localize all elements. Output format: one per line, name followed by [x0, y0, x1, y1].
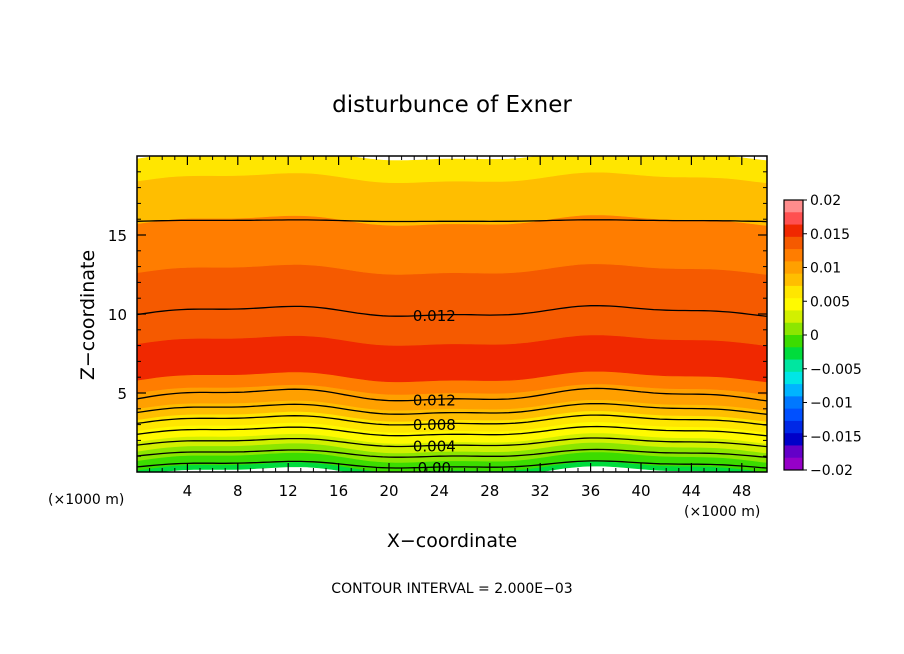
- colorbar-swatch-21: [784, 457, 803, 471]
- contour-line-7: [137, 304, 767, 318]
- colorbar-swatch-15: [784, 384, 803, 397]
- colorbar-tick-label: 0.015: [810, 227, 850, 243]
- x-tick-label: 16: [329, 482, 348, 500]
- colorbar-swatch-1: [784, 212, 803, 226]
- contour-label-0: 0.00: [418, 459, 451, 477]
- contour-label-6: 0.012: [413, 391, 456, 409]
- x-axis-ticks: 4 8 12 16 20 24 28 32 36 40 44 48: [149, 156, 755, 500]
- x-tick-label: 48: [732, 482, 751, 500]
- color-band-10: [137, 263, 767, 346]
- colorbar-tick-label: 0: [810, 328, 819, 344]
- colorbar-swatch-18: [784, 420, 803, 434]
- colorbar-swatch-9: [784, 310, 803, 324]
- y-axis-label: Z−coordinate: [77, 250, 99, 380]
- colorbar-swatch-10: [784, 322, 803, 336]
- colorbar-swatch-20: [784, 445, 803, 459]
- contour-lines: 0.00 0.004 0.008 0.012 0.012: [137, 219, 767, 477]
- x-tick-label: 32: [531, 482, 550, 500]
- colorbar-swatch-5: [784, 261, 803, 275]
- contour-line-4: [137, 414, 767, 426]
- y-axis-ticks: 5 10 15: [108, 171, 767, 457]
- colorbar-swatch-19: [784, 433, 803, 446]
- colorbar-swatch-6: [784, 273, 803, 287]
- contour-line-3: [137, 425, 767, 437]
- colorbar-tick-label: −0.015: [810, 429, 862, 445]
- contour-line-8: [137, 219, 767, 223]
- contour-line-2: [137, 437, 767, 448]
- colorbar-swatch-17: [784, 408, 803, 422]
- colorbar-tick-label: 0.02: [810, 193, 841, 209]
- contour-line-5: [137, 402, 767, 415]
- colorbar-swatch-7: [784, 285, 803, 299]
- y-tick-label: 15: [108, 227, 127, 245]
- x-tick-label: 20: [379, 482, 398, 500]
- contour-label-4: 0.008: [413, 416, 456, 434]
- x-tick-label: 24: [430, 482, 449, 500]
- contour-interval-note: CONTOUR INTERVAL = 2.000E−03: [331, 581, 572, 597]
- plot-area: 0.00 0.004 0.008 0.012 0.012: [137, 156, 767, 477]
- y-tick-label: 5: [117, 385, 127, 403]
- colorbar-swatch-8: [784, 298, 803, 311]
- x-tick-label: 28: [480, 482, 499, 500]
- colorbar-swatch-13: [784, 359, 803, 373]
- x-tick-label: 12: [279, 482, 298, 500]
- x-unit-right: (×1000 m): [684, 504, 760, 520]
- colorbar: 0.02 0.015 0.01 0.005 0 −0.005 −0.01 −0.015 −0.0…: [783, 193, 862, 479]
- colorbar-swatch-4: [784, 249, 803, 262]
- colorbar-tick-label: −0.01: [810, 396, 853, 412]
- contour-line-6: [137, 387, 767, 402]
- chart-title: disturbunce of Exner: [332, 92, 572, 118]
- colorbar-swatch-11: [784, 335, 803, 348]
- colorbar-swatch-12: [784, 347, 803, 361]
- contour-line-0: [137, 460, 767, 469]
- colorbar-swatch-16: [784, 396, 803, 410]
- x-tick-label: 36: [581, 482, 600, 500]
- contour-label-7: 0.012: [413, 307, 456, 325]
- x-tick-label: 8: [233, 482, 243, 500]
- colorbar-swatch-2: [784, 224, 803, 238]
- colorbar-swatch-14: [784, 371, 803, 385]
- colorbar-swatch-3: [784, 236, 803, 250]
- x-unit-left: (×1000 m): [48, 492, 124, 508]
- x-tick-label: 40: [631, 482, 650, 500]
- colorbar-swatch-0: [784, 200, 803, 213]
- x-tick-label: 44: [682, 482, 701, 500]
- contour-label-2: 0.004: [413, 437, 456, 455]
- colorbar-tick-label: 0.01: [810, 261, 841, 277]
- color-bands: [137, 156, 767, 472]
- contour-line-1: [137, 448, 767, 458]
- colorbar-tick-label: 0.005: [810, 294, 850, 310]
- colorbar-tick-label: −0.02: [810, 463, 853, 479]
- x-axis-label: X−coordinate: [387, 530, 517, 552]
- x-tick-label: 4: [183, 482, 193, 500]
- y-tick-label: 10: [108, 306, 127, 324]
- colorbar-tick-label: −0.005: [810, 362, 862, 378]
